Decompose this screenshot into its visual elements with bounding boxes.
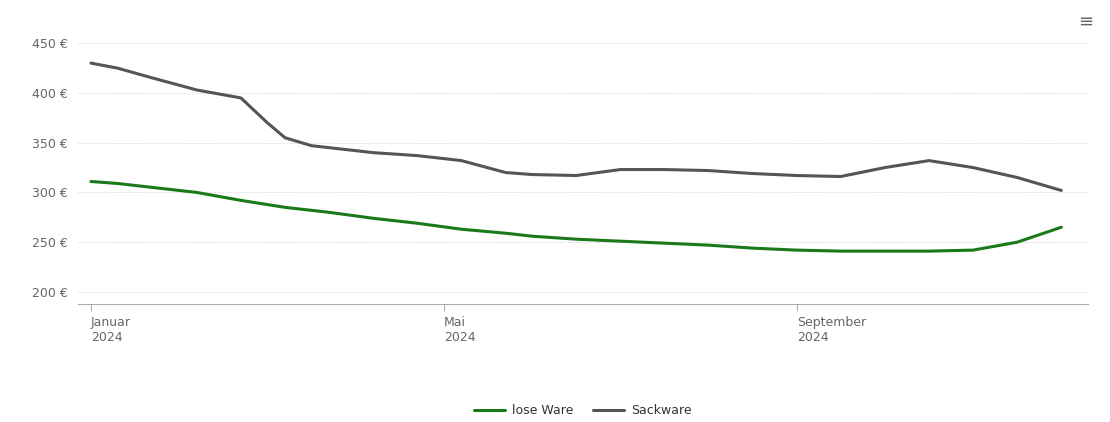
Sackware (746, 171, 759, 176)
Sackware (525, 172, 538, 177)
lose Ware (366, 216, 380, 221)
lose Ware (455, 227, 468, 232)
lose Ware (111, 181, 124, 186)
Sackware (658, 167, 672, 172)
lose Ware (702, 243, 715, 248)
lose Ware (234, 198, 248, 203)
lose Ware (834, 249, 847, 254)
Sackware (261, 120, 274, 125)
lose Ware (525, 234, 538, 239)
lose Ware (84, 179, 98, 184)
Sackware (279, 135, 292, 140)
lose Ware (498, 231, 512, 236)
Sackware (305, 143, 319, 148)
Sackware (569, 173, 583, 178)
Sackware (1054, 188, 1068, 193)
lose Ware (147, 185, 160, 190)
Sackware (878, 165, 891, 170)
Sackware (967, 165, 980, 170)
lose Ware (1010, 240, 1023, 245)
lose Ware (658, 241, 672, 246)
Line: lose Ware: lose Ware (91, 181, 1061, 251)
Sackware (190, 87, 203, 92)
Sackware (234, 95, 248, 100)
Sackware (922, 158, 936, 163)
Sackware (455, 158, 468, 163)
lose Ware (411, 221, 424, 226)
Text: ≡: ≡ (1078, 13, 1093, 31)
Sackware (498, 170, 512, 175)
Legend: lose Ware, Sackware: lose Ware, Sackware (468, 399, 697, 422)
Sackware (614, 167, 627, 172)
lose Ware (1054, 225, 1068, 230)
lose Ware (190, 190, 203, 195)
Line: Sackware: Sackware (91, 63, 1061, 190)
Sackware (331, 146, 344, 151)
lose Ware (878, 249, 891, 254)
Sackware (834, 174, 847, 179)
lose Ware (790, 248, 804, 253)
lose Ware (279, 205, 292, 210)
Sackware (702, 168, 715, 173)
lose Ware (614, 238, 627, 243)
Sackware (84, 61, 98, 66)
Sackware (366, 150, 380, 155)
lose Ware (569, 237, 583, 242)
Sackware (790, 173, 804, 178)
lose Ware (922, 249, 936, 254)
Sackware (411, 153, 424, 158)
lose Ware (967, 248, 980, 253)
Sackware (147, 76, 160, 81)
lose Ware (746, 246, 759, 251)
Sackware (1010, 175, 1023, 180)
Sackware (111, 65, 124, 70)
lose Ware (323, 210, 336, 215)
